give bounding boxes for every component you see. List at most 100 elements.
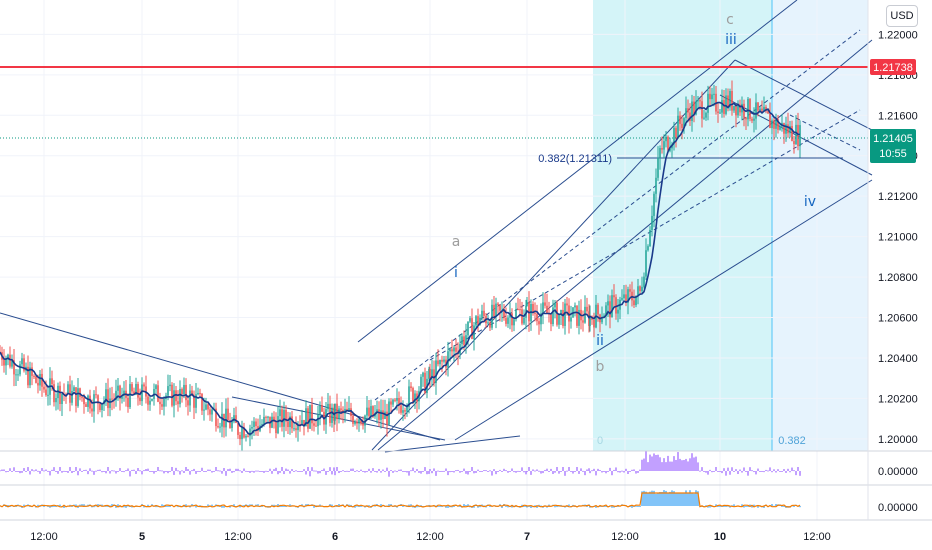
osc-bar [1,469,3,471]
time-tick-label: 12:00 [803,531,831,543]
candle-body [623,294,625,299]
osc-bar [103,471,105,472]
candle-body [380,410,382,420]
price-axis[interactable]: 1.220001.218001.216001.214001.212001.210… [878,29,918,445]
candle-body [217,426,219,428]
candle-body [155,385,157,390]
candle-body [669,148,671,151]
osc-bar [17,471,19,472]
candle-body [540,313,542,325]
osc-bar [279,506,281,507]
osc-bar [705,505,707,507]
candle-body [639,286,641,292]
candle-body [297,424,299,431]
candle-body [435,360,437,384]
osc-bar [261,471,263,472]
osc-bar [627,471,629,474]
osc-bar [109,471,111,474]
osc-bar [366,506,368,507]
candle-body [215,408,217,427]
candle-body [497,303,499,306]
osc-bar [420,505,422,507]
osc-bar [431,471,433,474]
osc-bar [538,504,540,506]
osc-bar [342,470,344,472]
osc-bar [191,504,193,506]
osc-bar [791,467,793,471]
candle-body [390,401,392,405]
osc-bar [388,471,390,477]
current-price-badge [870,129,916,163]
osc-bar [388,504,390,506]
osc-bar [765,469,767,471]
osc-bar [171,467,173,471]
candle-body [199,392,201,394]
osc-bar [465,471,467,474]
osc-bar [453,471,455,473]
osc-bar [416,506,418,508]
candle-body [554,302,556,308]
price-tick-label: 1.20600 [878,313,918,325]
osc-bar [783,469,785,471]
osc-bar [47,470,49,472]
osc-bar [489,470,491,472]
candle-body [582,320,584,323]
osc-bar [463,504,465,506]
osc-bar [159,470,161,472]
candle-body [85,404,87,407]
osc-bar [497,471,499,472]
osc-bar [119,468,121,471]
osc-bar [536,506,538,508]
osc-bar [111,470,113,472]
candle-body [461,336,463,345]
candle-body [95,394,97,396]
candle-body [305,408,307,427]
osc-bar [187,469,189,471]
candle-body [723,100,725,114]
candle-body [311,404,313,424]
osc-bar [733,471,735,473]
candle-body [487,322,489,324]
osc-bar [105,471,107,474]
osc-bar [97,504,99,506]
osc-bar [217,470,219,472]
osc-bar [697,491,699,506]
osc-bar [717,506,719,507]
osc-bar [757,468,759,471]
osc-bar [129,471,131,477]
candle-body [15,374,17,376]
osc-bar [95,470,97,472]
candle-body [301,420,303,425]
osc-bar [285,506,287,507]
time-axis[interactable]: 12:00 5 12:00 6 12:00 7 12:00 10 12:00 [30,531,831,543]
osc-bar [477,469,479,471]
candle-body [443,359,445,362]
osc-bar [775,504,777,506]
candle-body [475,316,477,326]
osc-bar [546,468,548,471]
candle-body [637,286,639,296]
candle-body [249,428,251,437]
candle-body [147,396,149,405]
osc-bar [463,468,465,471]
candle-body [593,319,595,328]
osc-bar [733,504,735,506]
osc-bar [505,505,507,507]
candle-body [679,115,681,124]
osc-bar [115,471,117,474]
currency-button[interactable]: USD [886,5,918,27]
candle-body [209,409,211,415]
candle-body [402,410,404,413]
candle-body [578,309,580,326]
osc-bar [376,471,378,473]
osc-bar [589,471,591,474]
osc-bar [528,467,530,471]
candle-body [574,305,576,308]
osc-bar [89,468,91,471]
candle-body [505,318,507,324]
osc-bar [219,470,221,472]
candle-body [441,359,443,362]
osc-bar [727,505,729,507]
candle-body [493,304,495,317]
